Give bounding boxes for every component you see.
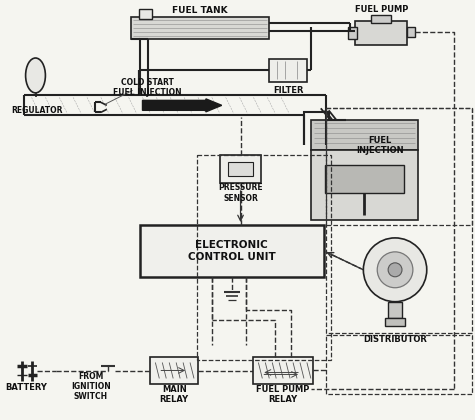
Circle shape [388,263,402,277]
Bar [326,108,472,333]
Text: COLD START
FUEL INJECTION: COLD START FUEL INJECTION [113,78,182,97]
Text: FUEL PUMP: FUEL PUMP [354,5,408,14]
Circle shape [377,252,413,288]
Bar [151,357,198,384]
Bar [388,302,402,318]
Text: DISTRIBUTOR: DISTRIBUTOR [363,335,427,344]
Bar [141,225,324,277]
FancyArrow shape [142,99,222,112]
Bar [197,155,331,360]
Bar [269,58,307,82]
Bar [348,26,357,39]
Bar [220,155,261,183]
Bar [407,26,415,37]
Bar [326,108,472,225]
Text: BATTERY: BATTERY [6,383,48,392]
Bar [311,120,418,150]
Bar [131,17,269,39]
Text: PRESSURE
SENSOR: PRESSURE SENSOR [218,184,263,203]
Bar [325,165,404,193]
Text: ELECTRONIC
CONTROL UNIT: ELECTRONIC CONTROL UNIT [188,240,276,262]
Bar [371,15,391,23]
Bar [355,21,407,45]
Text: MAIN
RELAY: MAIN RELAY [160,385,189,404]
Text: FUEL TANK: FUEL TANK [172,6,228,15]
Bar [385,318,405,326]
Bar [139,9,152,18]
Bar [311,150,418,220]
Text: REGULATOR: REGULATOR [12,106,63,115]
Ellipse shape [26,58,46,93]
Circle shape [363,238,427,302]
Text: FROM
IGNITION
SWITCH: FROM IGNITION SWITCH [71,372,111,402]
Bar [228,162,254,176]
Text: FUEL
INJECTION: FUEL INJECTION [356,136,404,155]
Text: FUEL PUMP
RELAY: FUEL PUMP RELAY [256,385,310,404]
Text: FILTER: FILTER [273,86,304,95]
Bar [326,335,472,394]
Bar [254,357,313,384]
